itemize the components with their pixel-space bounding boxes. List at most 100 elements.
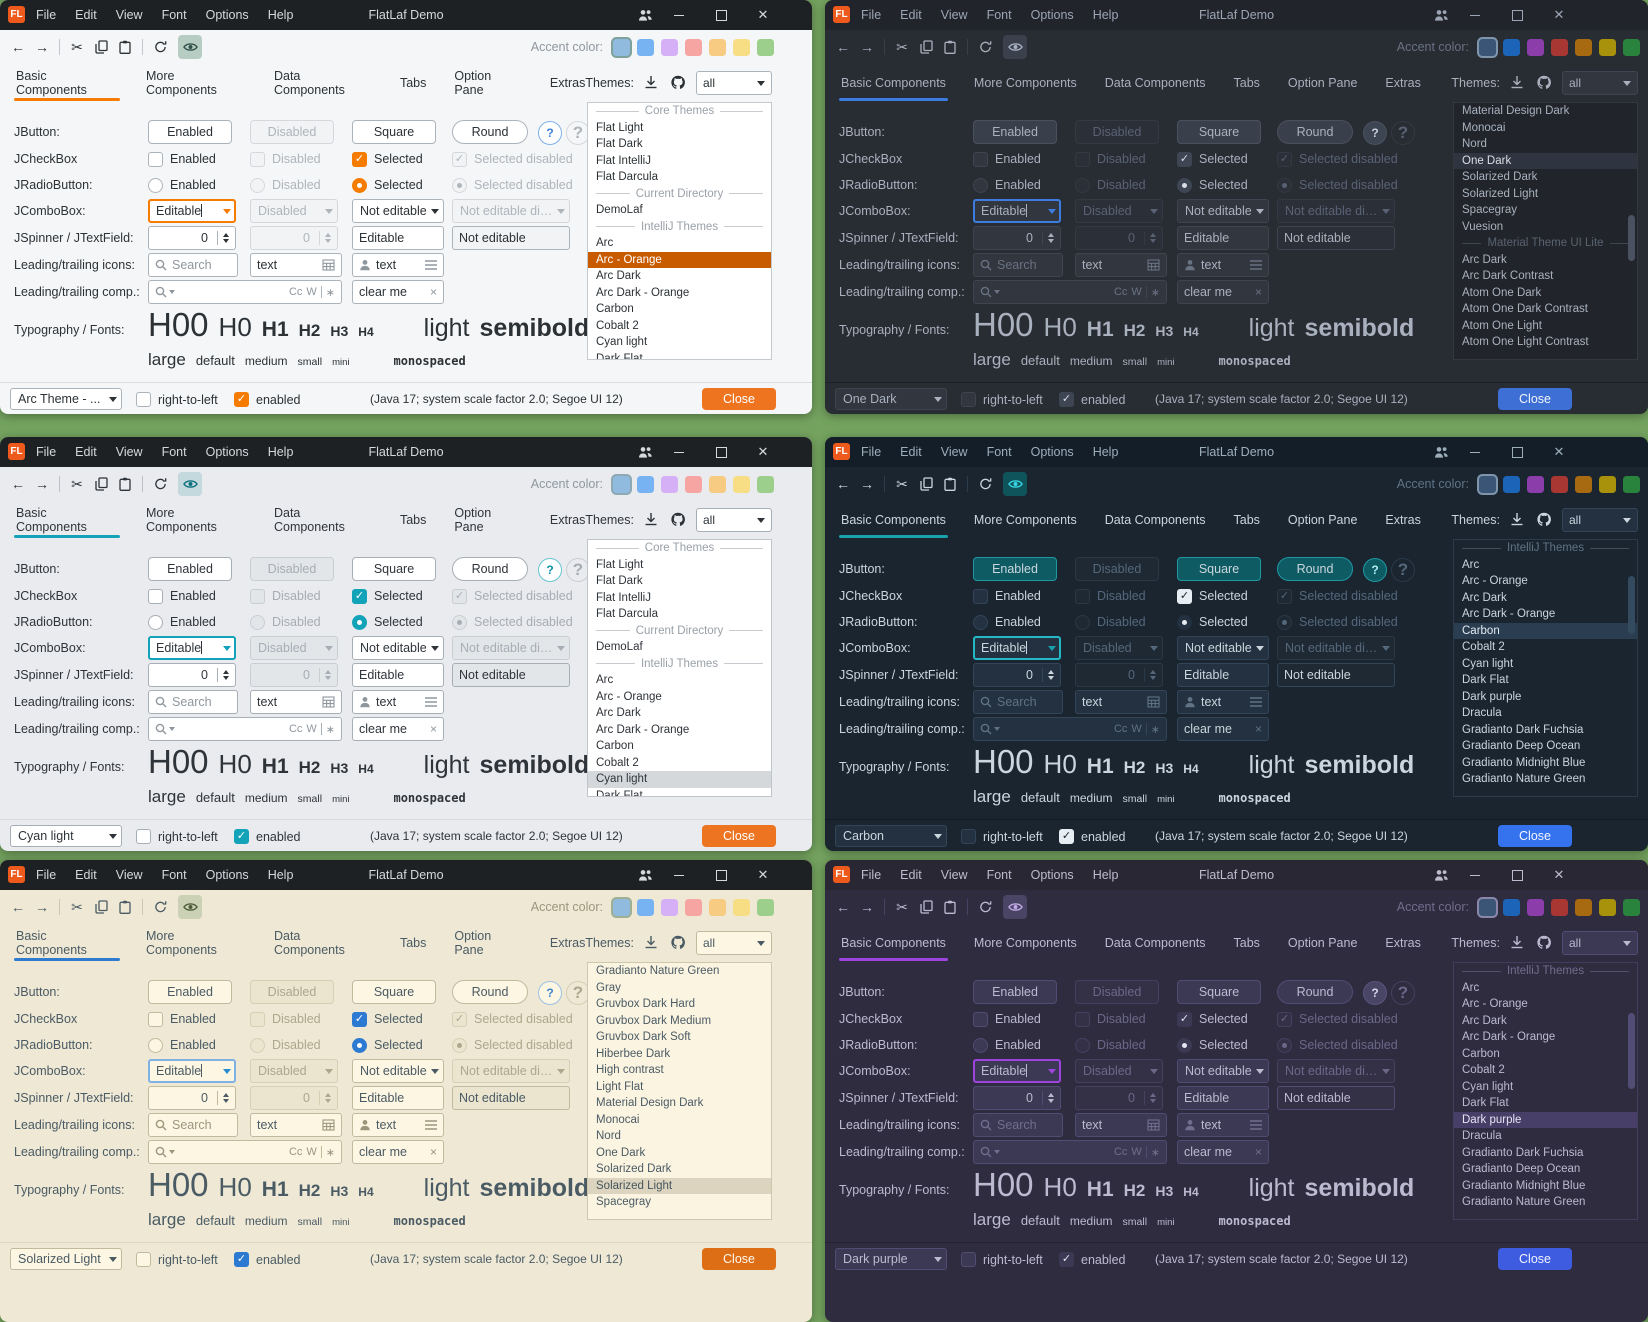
text-field-calendar[interactable]: text: [250, 1113, 342, 1137]
theme-item-arc-dark[interactable]: Arc Dark: [596, 707, 641, 720]
copy-icon[interactable]: [89, 35, 113, 59]
tab-basic-components[interactable]: Basic Components: [14, 924, 120, 962]
theme-item-gradianto-midnight-blue[interactable]: Gradianto Midnight Blue: [1462, 1179, 1586, 1192]
search-input[interactable]: Search: [148, 253, 238, 277]
help-button[interactable]: ?: [538, 981, 562, 1005]
theme-selector-combo[interactable]: Carbon: [835, 825, 947, 847]
users-icon[interactable]: [630, 0, 660, 30]
spinner[interactable]: 0: [148, 226, 236, 250]
themes-filter-combo[interactable]: all: [696, 931, 772, 955]
enabled-button[interactable]: Enabled: [973, 980, 1057, 1004]
paste-icon[interactable]: [938, 895, 962, 919]
theme-item-dark-flat[interactable]: Dark Flat: [596, 352, 643, 360]
search-combo-field[interactable]: Cc W ∗: [148, 280, 342, 304]
theme-item-gradianto-dark-fuchsia[interactable]: Gradianto Dark Fuchsia: [1462, 723, 1584, 736]
tab-option-pane[interactable]: Option Pane: [454, 69, 492, 97]
enabled-checkbox[interactable]: ✓: [1059, 1252, 1074, 1267]
theme-item-material-design-dark[interactable]: Material Design Dark: [1462, 105, 1570, 118]
text-field-user[interactable]: text: [1177, 1113, 1269, 1137]
theme-item-atom-one-dark[interactable]: Atom One Dark: [1462, 286, 1542, 299]
rtl-checkbox[interactable]: [961, 1252, 976, 1267]
theme-item-solarized-light[interactable]: Solarized Light: [1462, 187, 1539, 200]
copy-icon[interactable]: [914, 35, 938, 59]
search-combo-field[interactable]: Cc W ∗: [148, 717, 342, 741]
theme-item-arc[interactable]: Arc: [1462, 981, 1480, 994]
list-icon[interactable]: [425, 1120, 437, 1130]
theme-item-arc[interactable]: Arc: [1462, 558, 1480, 571]
accent-swatch-3[interactable]: [685, 898, 702, 916]
help-button-2[interactable]: ?: [1391, 121, 1415, 145]
refresh-icon[interactable]: [148, 472, 172, 496]
close-button[interactable]: Close: [702, 388, 776, 410]
theme-item-gruvbox-dark-medium[interactable]: Gruvbox Dark Medium: [596, 1014, 712, 1027]
menu-options[interactable]: Options: [205, 868, 249, 882]
themes-filter-combo[interactable]: all: [696, 508, 772, 532]
close-button[interactable]: Close: [1498, 388, 1572, 410]
checkbox-enabled[interactable]: [973, 151, 988, 167]
checkbox-selected[interactable]: ✓: [352, 1011, 367, 1027]
theme-item-arc-dark[interactable]: Arc Dark: [1462, 1014, 1507, 1027]
radio-enabled[interactable]: [973, 177, 988, 193]
tab-basic-components[interactable]: Basic Components: [839, 924, 948, 962]
window-close-button[interactable]: ✕: [757, 444, 769, 459]
theme-item-solarized-dark[interactable]: Solarized Dark: [1462, 171, 1538, 184]
paste-icon[interactable]: [113, 35, 137, 59]
tab-option-pane[interactable]: Option Pane: [1287, 513, 1358, 527]
tab-option-pane[interactable]: Option Pane: [1287, 76, 1358, 90]
theme-item-spacegray[interactable]: Spacegray: [596, 1196, 651, 1209]
inspect-eye-icon[interactable]: [1003, 895, 1027, 919]
theme-item-flat-dark[interactable]: Flat Dark: [596, 575, 643, 588]
editable-combobox[interactable]: Editable: [973, 636, 1061, 660]
accent-swatch-3[interactable]: [1551, 475, 1568, 493]
clear-me-field[interactable]: clear me ×: [1177, 717, 1269, 741]
accent-swatch-1[interactable]: [1503, 898, 1520, 916]
themes-filter-combo[interactable]: all: [1562, 508, 1638, 532]
search-dropdown-icon[interactable]: [155, 723, 175, 735]
radio-selected[interactable]: [1177, 177, 1192, 193]
github-icon[interactable]: [1536, 935, 1552, 951]
checkbox-enabled[interactable]: [973, 588, 988, 604]
tab-data-components[interactable]: Data Components: [273, 506, 345, 534]
clear-me-field[interactable]: clear me ×: [352, 1140, 444, 1164]
menu-options[interactable]: Options: [1030, 445, 1074, 459]
accent-swatch-6[interactable]: [1623, 475, 1640, 493]
text-field-calendar[interactable]: text: [250, 690, 342, 714]
menu-font[interactable]: Font: [986, 445, 1012, 459]
menu-font[interactable]: Font: [161, 445, 187, 459]
github-icon[interactable]: [1536, 75, 1552, 91]
copy-icon[interactable]: [89, 472, 113, 496]
theme-item-arc-dark-orange[interactable]: Arc Dark - Orange: [596, 723, 690, 736]
whole-word-icon[interactable]: W: [306, 1146, 317, 1158]
checkbox-enabled[interactable]: [973, 1011, 988, 1027]
menu-help[interactable]: Help: [1092, 868, 1119, 882]
whole-word-icon[interactable]: W: [1131, 1146, 1142, 1158]
theme-item-gradianto-dark-fuchsia[interactable]: Gradianto Dark Fuchsia: [1462, 1146, 1584, 1159]
menu-view[interactable]: View: [115, 445, 143, 459]
tab-more-components[interactable]: More Components: [973, 76, 1077, 90]
clear-icon[interactable]: ×: [429, 722, 437, 736]
minimize-button[interactable]: [664, 437, 694, 467]
text-field-calendar[interactable]: text: [1075, 1113, 1167, 1137]
theme-item-high-contrast[interactable]: High contrast: [596, 1064, 664, 1077]
accent-swatch-1[interactable]: [637, 475, 654, 493]
radio-enabled[interactable]: [148, 1037, 163, 1053]
cut-icon[interactable]: ✂: [71, 898, 83, 915]
inspect-eye-icon[interactable]: [178, 472, 202, 496]
editable-textfield[interactable]: Editable: [1177, 1086, 1269, 1110]
editable-textfield[interactable]: Editable: [1177, 663, 1269, 687]
refresh-icon[interactable]: [973, 472, 997, 496]
spinner-arrows[interactable]: [223, 233, 229, 243]
tab-extras[interactable]: Extras: [549, 513, 586, 527]
rtl-checkbox[interactable]: [961, 392, 976, 407]
list-icon[interactable]: [425, 260, 437, 270]
help-button-2[interactable]: ?: [1391, 558, 1415, 582]
checkbox-enabled[interactable]: [148, 588, 163, 604]
tab-option-pane[interactable]: Option Pane: [454, 929, 492, 957]
editable-textfield[interactable]: Editable: [352, 1086, 444, 1110]
clear-icon[interactable]: ×: [1254, 1145, 1262, 1159]
menu-edit[interactable]: Edit: [75, 868, 97, 882]
cut-icon[interactable]: ✂: [896, 38, 908, 55]
theme-item-gradianto-deep-ocean[interactable]: Gradianto Deep Ocean: [1462, 1163, 1581, 1176]
checkbox-selected[interactable]: ✓: [352, 588, 367, 604]
theme-item-arc-dark[interactable]: Arc Dark: [1462, 591, 1507, 604]
